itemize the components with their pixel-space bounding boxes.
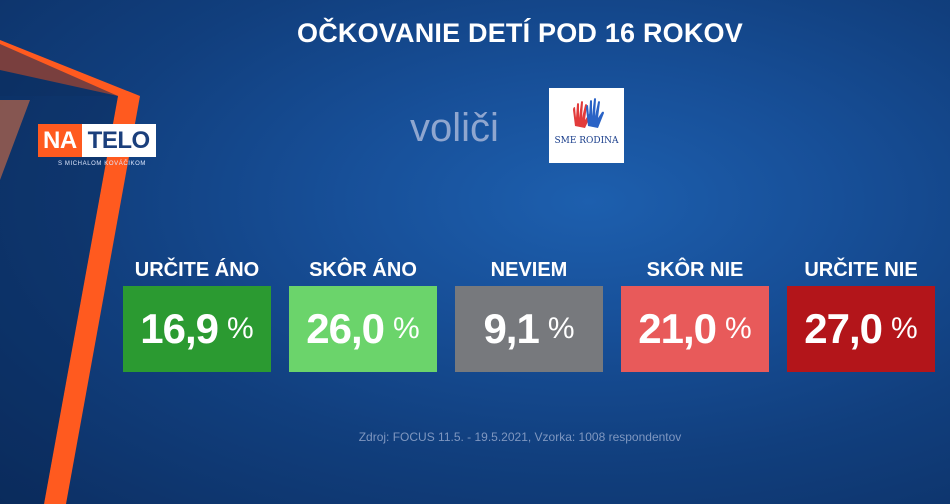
percent-unit: % xyxy=(547,312,575,345)
chart-title: OČKOVANIE DETÍ POD 16 ROKOV xyxy=(297,18,743,48)
value-tile: 27,0% xyxy=(787,286,935,372)
party-logo-text: SME RODINA xyxy=(554,136,619,146)
result-skor-nie: SKÔR NIE 21,0% xyxy=(621,258,769,372)
show-logo: NA TELO S MICHALOM KOVÁČIKOM xyxy=(38,124,168,174)
result-urcite-nie: URČITE NIE 27,0% xyxy=(787,258,935,372)
value-label: 9,1 xyxy=(483,305,539,352)
category-label: SKÔR NIE xyxy=(646,259,744,281)
result-neviem: NEVIEM 9,1% xyxy=(455,258,603,372)
category-label: NEVIEM xyxy=(490,259,568,281)
value-label: 21,0 xyxy=(638,305,717,352)
voters-label: voliči xyxy=(410,106,499,150)
category-label: URČITE ÁNO xyxy=(134,259,260,281)
percent-unit: % xyxy=(393,312,420,345)
show-logo-telo: TELO xyxy=(81,124,156,157)
value-tile: 26,0% xyxy=(289,286,437,372)
result-skor-ano: SKÔR ÁNO 26,0% xyxy=(289,258,437,372)
percent-unit: % xyxy=(891,312,918,345)
value-label: 16,9 xyxy=(140,305,219,352)
value-tile: 21,0% xyxy=(621,286,769,372)
value-tile: 9,1% xyxy=(455,286,603,372)
source-note: Zdroj: FOCUS 11.5. - 19.5.2021, Vzorka: … xyxy=(358,430,682,444)
value-label: 27,0 xyxy=(804,305,883,352)
category-label: URČITE NIE xyxy=(804,259,918,281)
percent-unit: % xyxy=(227,312,254,345)
show-logo-na: NA xyxy=(38,124,82,157)
show-logo-subtitle: S MICHALOM KOVÁČIKOM xyxy=(58,161,147,167)
value-tile: 16,9% xyxy=(123,286,271,372)
category-label: SKÔR ÁNO xyxy=(309,259,417,281)
value-label: 26,0 xyxy=(306,305,385,352)
party-logo: SME RODINA xyxy=(549,88,624,163)
decorative-frame xyxy=(0,40,140,504)
hands-icon xyxy=(573,98,604,128)
result-urcite-ano: URČITE ÁNO 16,9% xyxy=(123,258,271,372)
percent-unit: % xyxy=(725,312,752,345)
